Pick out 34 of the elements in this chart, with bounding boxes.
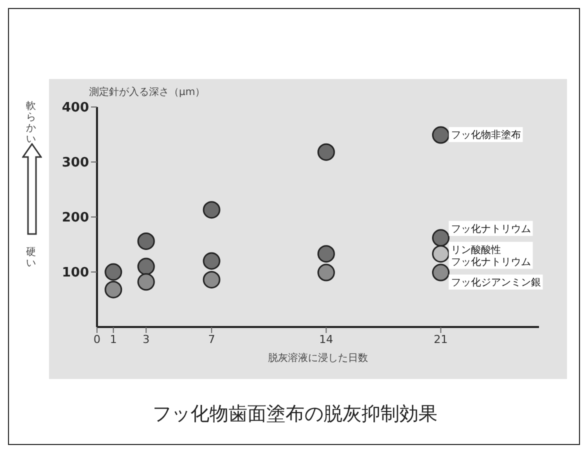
x-tick-label: 7 xyxy=(208,332,216,346)
text: 軟らかい xyxy=(25,101,37,145)
point xyxy=(317,245,335,263)
series-label: フッ化物非塗布 xyxy=(450,128,521,141)
x-tick-label: 1 xyxy=(110,332,117,346)
x-tick-label: 14 xyxy=(319,332,334,346)
series-label: フッ化ジアンミン銀 xyxy=(450,276,541,288)
series-label: フッ化ナトリウム xyxy=(450,222,531,235)
point xyxy=(202,270,220,288)
x-tick-label: 21 xyxy=(434,332,448,346)
y-axis-title: 測定針が入る深さ（μm） xyxy=(89,86,206,99)
y-tick-label: 200 xyxy=(62,210,89,226)
text: フッ化物歯面塗布の脱灰抑制効果 xyxy=(152,402,438,427)
point xyxy=(317,264,335,282)
point xyxy=(104,280,122,298)
x-tick-label: 0 xyxy=(94,332,100,346)
point xyxy=(137,273,155,291)
text: 硬い xyxy=(25,247,37,269)
series-label: リン酸酸性フッ化ナトリウム xyxy=(450,244,531,268)
y-tick-label: 300 xyxy=(62,156,89,171)
y-tick-label: 100 xyxy=(62,266,89,281)
x-tick-label: 3 xyxy=(142,332,150,346)
point xyxy=(202,201,220,219)
point xyxy=(432,245,450,263)
point xyxy=(137,258,155,276)
point xyxy=(317,143,335,161)
x-axis-title: 脱灰溶液に浸した日数 xyxy=(268,352,368,364)
point xyxy=(432,264,450,282)
point xyxy=(202,252,220,270)
point xyxy=(104,263,122,281)
point xyxy=(137,232,155,250)
point xyxy=(432,229,450,247)
point xyxy=(432,126,450,144)
y-tick-label: 400 xyxy=(62,100,89,116)
